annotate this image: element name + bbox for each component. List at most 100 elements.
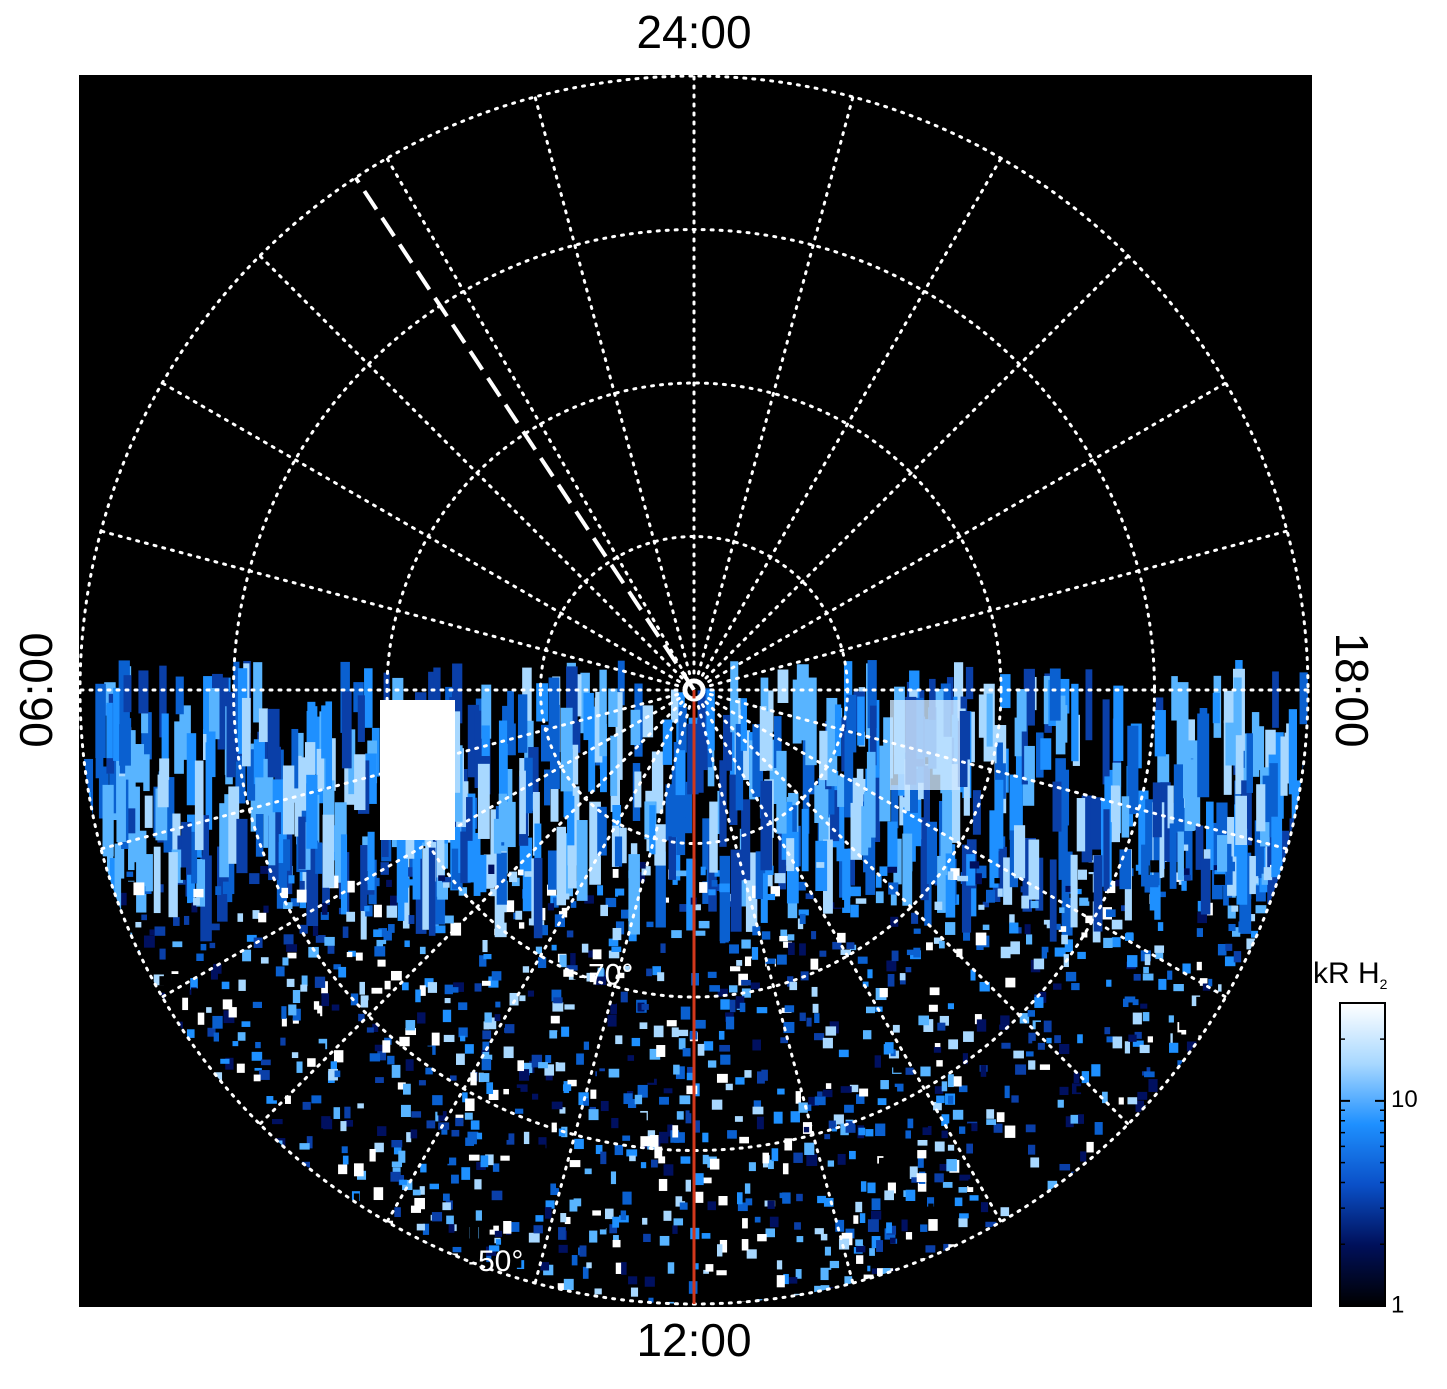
- emission-pixel: [610, 1003, 617, 1015]
- emission-pixel: [288, 875, 295, 884]
- meridian: [700, 690, 1289, 851]
- emission-pixel: [1182, 963, 1191, 974]
- emission-pixel: [531, 1054, 543, 1068]
- emission-pixel: [1256, 784, 1266, 832]
- emission-pixel: [1051, 1075, 1060, 1082]
- emission-pixel: [1024, 745, 1035, 781]
- emission-pixel: [947, 1144, 955, 1151]
- emission-pixel: [180, 867, 187, 880]
- emission-pixel: [488, 1245, 500, 1252]
- emission-pixel: [304, 742, 316, 784]
- emission-pixel: [845, 1121, 856, 1133]
- emission-pixel: [191, 831, 198, 884]
- emission-pixel: [533, 857, 543, 939]
- emission-pixel: [1191, 995, 1201, 1007]
- emission-pixel: [1132, 1012, 1142, 1025]
- emission-pixel: [405, 1028, 417, 1036]
- emission-pixel: [913, 947, 921, 958]
- emission-pixel: [422, 848, 430, 930]
- emission-pixel: [155, 788, 168, 841]
- emission-pixel: [794, 1222, 801, 1230]
- emission-pixel: [695, 1191, 704, 1203]
- emission-pixel: [1065, 971, 1077, 982]
- emission-pixel: [920, 1066, 931, 1077]
- emission-pixel: [1104, 1027, 1111, 1035]
- emission-pixel: [754, 990, 763, 999]
- emission-pixel: [348, 729, 356, 795]
- emission-pixel: [702, 1132, 709, 1143]
- emission-pixel: [359, 981, 365, 995]
- emission-pixel: [934, 1043, 941, 1050]
- emission-pixel: [609, 1309, 618, 1315]
- emission-pixel: [723, 714, 733, 771]
- emission-pixel: [819, 730, 828, 781]
- emission-pixel: [506, 1133, 515, 1145]
- emission-pixel: [680, 1006, 691, 1020]
- emission-pixel: [275, 966, 285, 977]
- emission-pixel: [549, 704, 560, 790]
- emission-pixel: [667, 1124, 674, 1137]
- emission-pixel: [397, 852, 405, 921]
- meridian: [696, 156, 1003, 685]
- emission-pixel: [422, 1223, 430, 1235]
- emission-pixel: [1020, 886, 1031, 893]
- emission-pixel: [1070, 854, 1078, 928]
- emission-pixel: [584, 895, 594, 904]
- emission-pixel: [557, 1283, 564, 1292]
- emission-pixel: [717, 988, 728, 997]
- emission-pixel: [450, 711, 461, 793]
- emission-pixel: [401, 982, 409, 991]
- emission-pixel: [254, 988, 261, 999]
- emission-pixel: [801, 808, 809, 872]
- emission-pixel: [390, 895, 398, 908]
- emission-pixel: [761, 1069, 768, 1081]
- emission-pixel: [490, 888, 496, 897]
- emission-pixel: [672, 1225, 678, 1234]
- emission-pixel: [182, 997, 189, 1011]
- emission-pixel: [376, 939, 387, 947]
- emission-pixel: [566, 666, 578, 742]
- emission-pixel: [948, 1095, 954, 1104]
- emission-pixel: [322, 814, 335, 888]
- emission-pixel: [1085, 915, 1093, 924]
- emission-pixel: [154, 926, 166, 936]
- emission-pixel: [828, 1269, 838, 1281]
- emission-pixel: [958, 1085, 968, 1093]
- emission-pixel: [1124, 996, 1136, 1003]
- emission-pixel: [662, 719, 673, 765]
- emission-pixel: [551, 1101, 563, 1110]
- emission-pixel: [985, 1221, 997, 1228]
- emission-pixel: [787, 934, 795, 941]
- latitude-label: -70°: [578, 959, 633, 992]
- emission-pixel: [976, 865, 987, 879]
- emission-pixel: [979, 981, 990, 992]
- emission-pixel: [344, 1120, 354, 1127]
- emission-pixel: [675, 1066, 685, 1080]
- emission-pixel: [597, 967, 604, 977]
- emission-pixel: [258, 708, 268, 743]
- emission-pixel: [296, 1109, 302, 1115]
- emission-pixel: [360, 845, 368, 911]
- emission-pixel: [342, 926, 349, 938]
- emission-pixel: [353, 1163, 364, 1177]
- emission-pixel: [566, 965, 578, 971]
- emission-pixel: [153, 846, 161, 914]
- emission-pixel: [1034, 997, 1044, 1008]
- emission-pixel: [966, 854, 976, 886]
- emission-pixel: [252, 1001, 263, 1009]
- emission-pixel: [926, 821, 938, 885]
- emission-pixel: [375, 1077, 384, 1083]
- emission-pixel: [795, 1091, 801, 1104]
- emission-pixel: [993, 1123, 1003, 1133]
- emission-pixel: [481, 980, 491, 986]
- emission-pixel: [235, 716, 246, 804]
- emission-pixel: [1035, 857, 1044, 911]
- emission-pixel: [229, 1085, 239, 1093]
- emission-pixel: [280, 1037, 286, 1046]
- emission-pixel: [141, 914, 147, 921]
- emission-pixel: [781, 801, 793, 860]
- emission-pixel: [887, 973, 895, 987]
- emission-pixel: [1032, 1040, 1040, 1053]
- emission-pixel: [980, 1202, 989, 1213]
- emission-pixel: [536, 1144, 546, 1153]
